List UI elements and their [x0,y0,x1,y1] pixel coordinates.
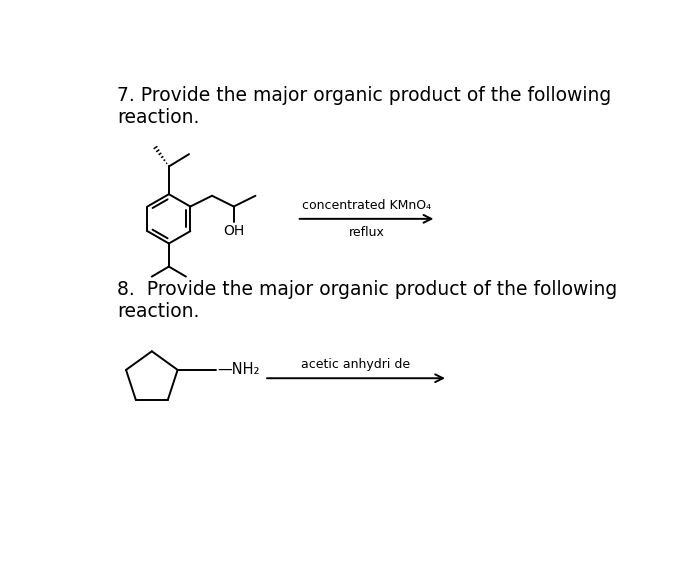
Text: 8.  Provide the major organic product of the following
reaction.: 8. Provide the major organic product of … [117,280,617,321]
Text: OH: OH [223,224,244,238]
Text: reflux: reflux [349,226,384,239]
Text: 7. Provide the major organic product of the following
reaction.: 7. Provide the major organic product of … [117,85,611,127]
Text: —NH₂: —NH₂ [217,362,260,378]
Text: concentrated KMnO₄: concentrated KMnO₄ [302,199,431,212]
Text: acetic anhydri de: acetic anhydri de [302,358,411,371]
